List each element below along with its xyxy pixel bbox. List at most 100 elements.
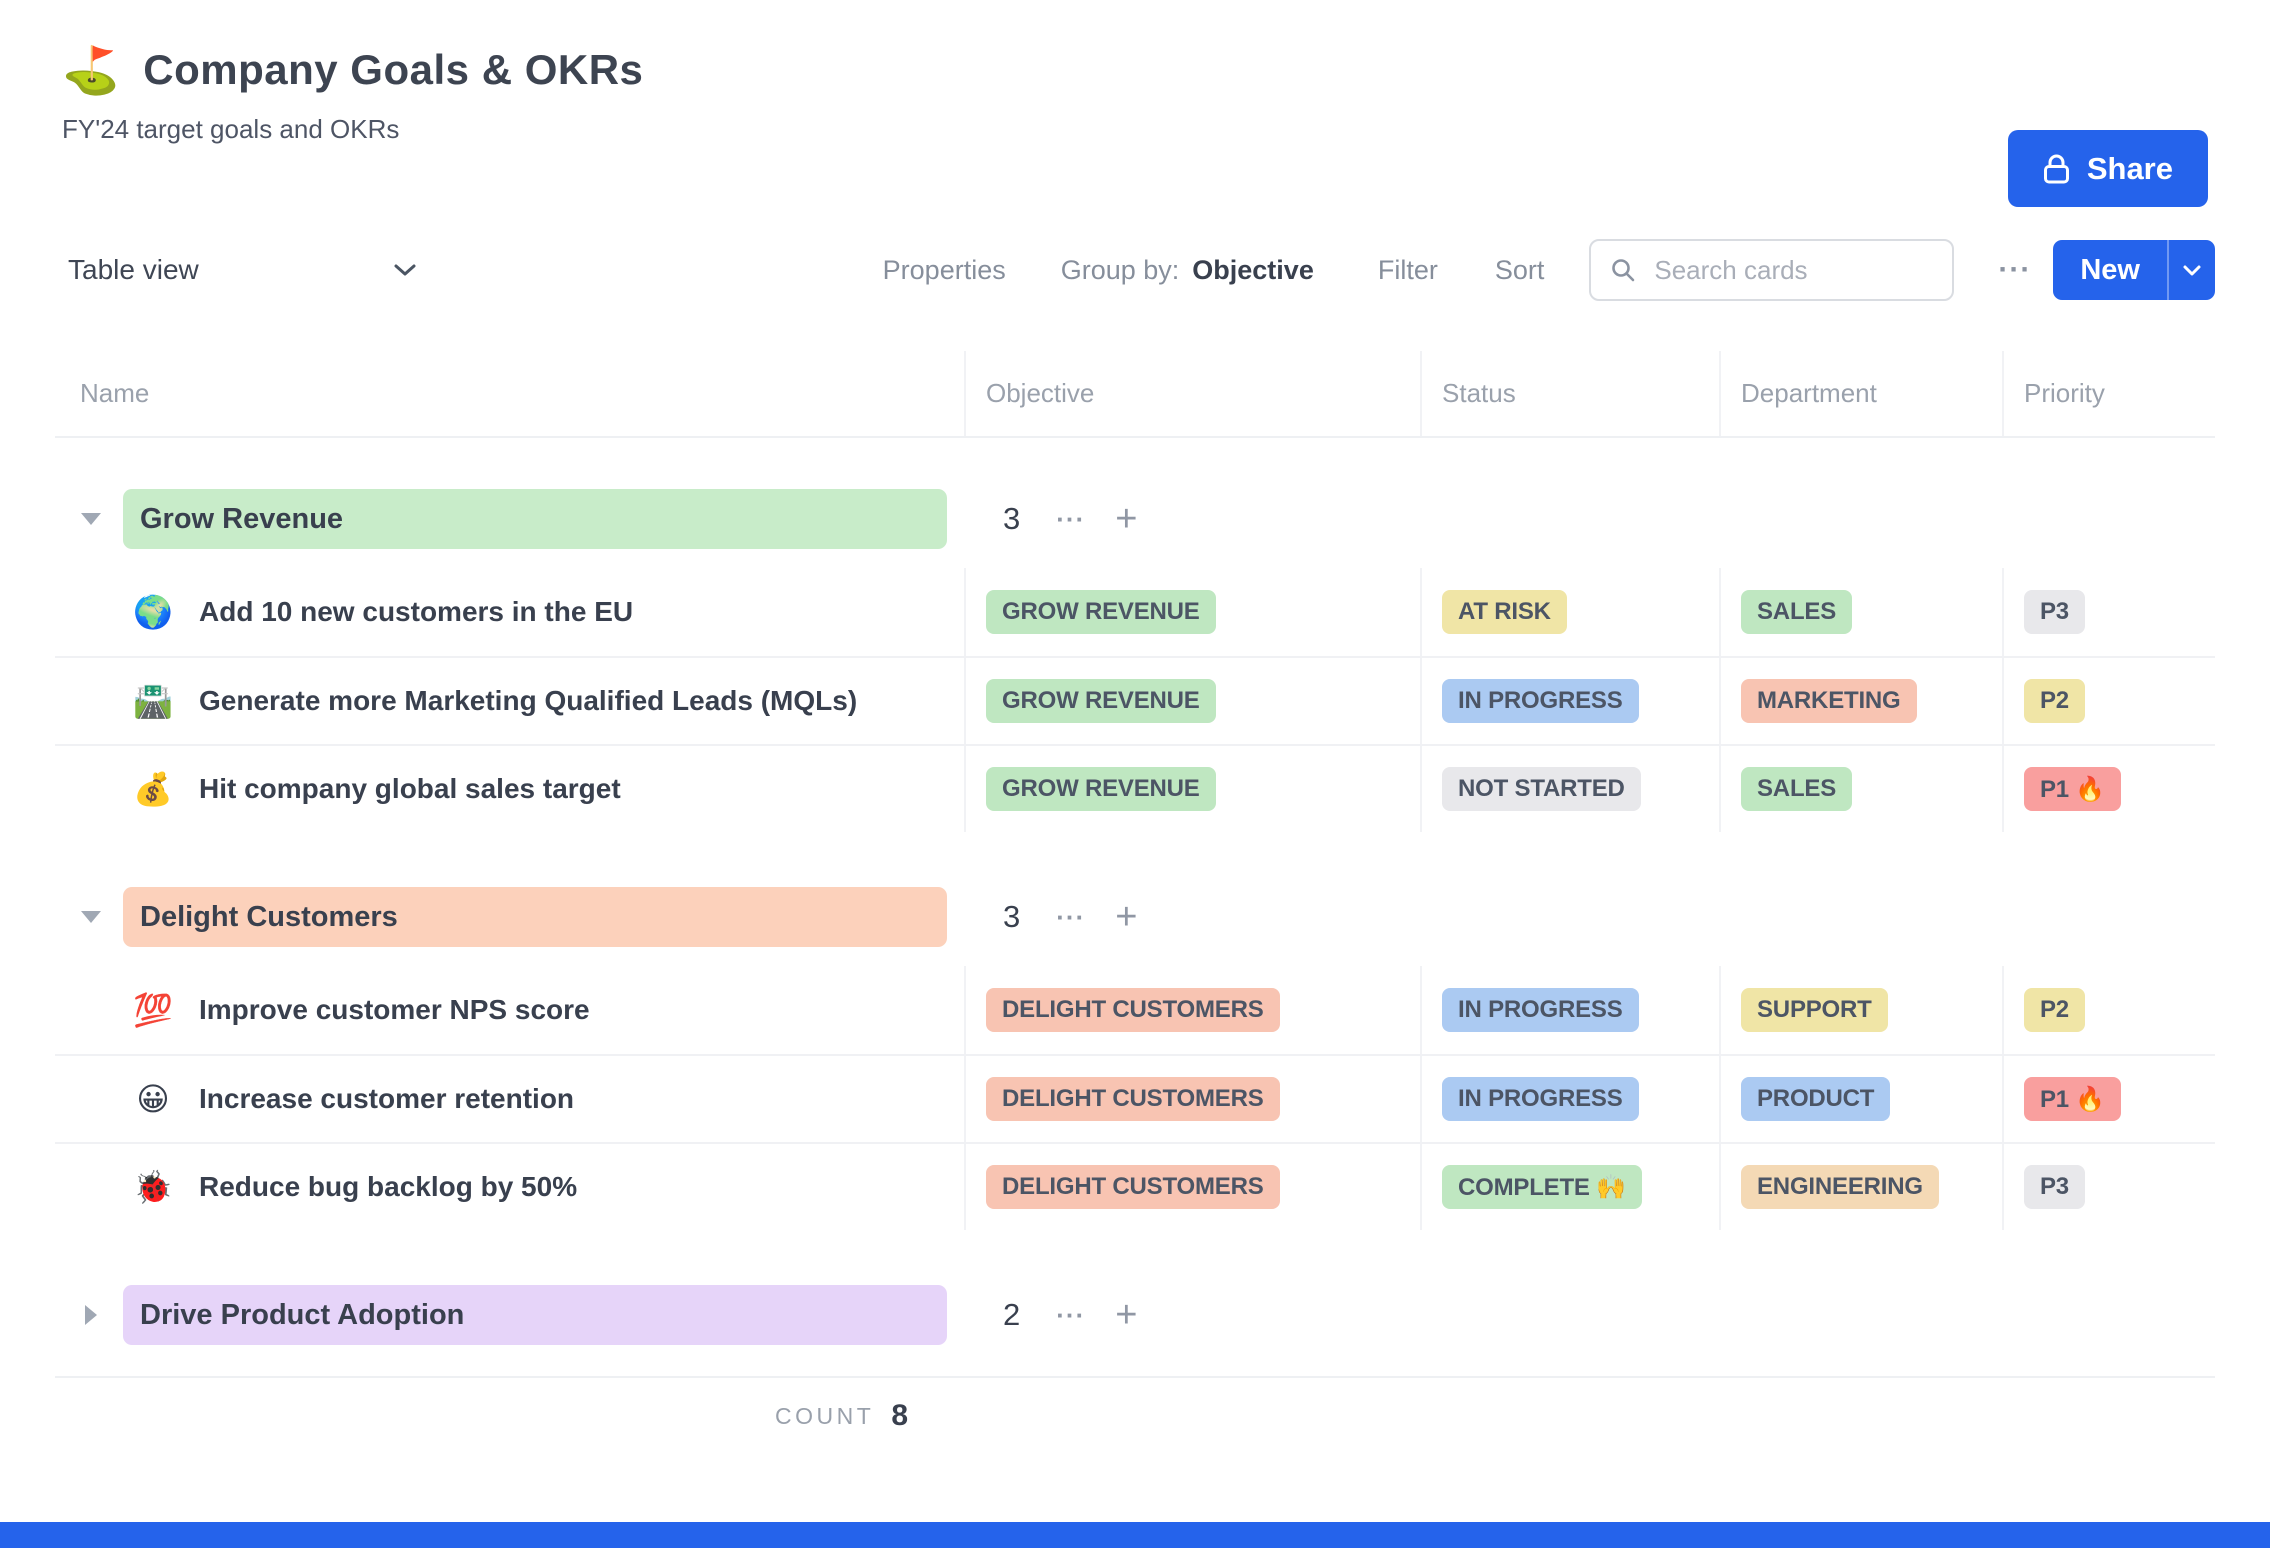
objective-cell: GROW REVENUE: [966, 568, 1422, 656]
table-row[interactable]: 🛣️ Generate more Marketing Qualified Lead…: [55, 656, 2215, 744]
group-count: 2: [1003, 1297, 1021, 1332]
card-emoji-icon: 💰: [133, 770, 173, 808]
new-button[interactable]: New: [2053, 240, 2215, 300]
count-value: 8: [891, 1399, 908, 1432]
group-section: Grow Revenue 3 ··· + 🌍 Add 10 new customers i…: [55, 470, 2215, 832]
objective-chip[interactable]: DELIGHT CUSTOMERS: [986, 988, 1280, 1032]
view-selector[interactable]: Table view: [55, 254, 417, 286]
status-cell: COMPLETE 🙌: [1422, 1144, 1721, 1230]
card-emoji-icon: 🐞: [133, 1168, 173, 1206]
priority-chip[interactable]: P2: [2024, 679, 2085, 723]
priority-chip[interactable]: P1 🔥: [2024, 767, 2122, 811]
department-cell: SALES: [1721, 568, 2004, 656]
properties-button[interactable]: Properties: [882, 254, 1006, 285]
priority-cell: P3: [2004, 1144, 2215, 1230]
objective-chip[interactable]: DELIGHT CUSTOMERS: [986, 1077, 1280, 1121]
column-header-department[interactable]: Department: [1721, 351, 2004, 436]
priority-chip[interactable]: P2: [2024, 988, 2085, 1032]
group-more-icon[interactable]: ···: [1056, 503, 1086, 534]
objective-cell: GROW REVENUE: [966, 746, 1422, 832]
department-chip[interactable]: SALES: [1741, 590, 1853, 634]
chevron-down-icon[interactable]: [2169, 264, 2215, 277]
group-more-icon[interactable]: ···: [1056, 1299, 1086, 1330]
status-chip[interactable]: AT RISK: [1442, 590, 1567, 634]
view-selector-label: Table view: [68, 254, 199, 285]
objective-chip[interactable]: GROW REVENUE: [986, 767, 1216, 811]
department-chip[interactable]: PRODUCT: [1741, 1077, 1891, 1121]
department-chip[interactable]: SALES: [1741, 767, 1853, 811]
card-emoji-icon: 😀: [136, 1080, 170, 1118]
group-label: Grow Revenue: [140, 502, 344, 535]
objective-cell: DELIGHT CUSTOMERS: [966, 1056, 1422, 1142]
status-chip[interactable]: IN PROGRESS: [1442, 988, 1639, 1032]
page-title: Company Goals & OKRs: [143, 46, 644, 93]
status-cell: IN PROGRESS: [1422, 1056, 1721, 1142]
group-by-control[interactable]: Group by: Objective: [1061, 255, 1314, 286]
button-divider: [2167, 240, 2169, 300]
objective-chip[interactable]: DELIGHT CUSTOMERS: [986, 1165, 1280, 1209]
table-row[interactable]: 🐞 Reduce bug backlog by 50% DELIGHT CUSTOM…: [55, 1142, 2215, 1230]
group-section: Drive Product Adoption 2 ··· +: [55, 1266, 2215, 1364]
status-cell: IN PROGRESS: [1422, 966, 1721, 1054]
group-header-row: Delight Customers 3 ··· +: [55, 868, 2215, 966]
table-row[interactable]: 😀 Increase customer retention DELIGHT CUST…: [55, 1054, 2215, 1142]
caret-right-icon: [85, 1305, 97, 1325]
group-label: Drive Product Adoption: [140, 1298, 465, 1331]
column-header-name[interactable]: Name: [55, 351, 966, 436]
name-cell: 🌍 Add 10 new customers in the EU: [55, 568, 966, 656]
collapse-group-button[interactable]: [80, 911, 102, 923]
expand-group-button[interactable]: [80, 1305, 102, 1325]
department-chip[interactable]: ENGINEERING: [1741, 1165, 1939, 1209]
more-options-icon[interactable]: ···: [1998, 253, 2032, 286]
objective-chip[interactable]: GROW REVENUE: [986, 679, 1216, 723]
priority-chip[interactable]: P3: [2024, 590, 2085, 634]
status-cell: IN PROGRESS: [1422, 658, 1721, 744]
search-input[interactable]: [1652, 253, 1934, 287]
table-row[interactable]: 🌍 Add 10 new customers in the EU GROW REVE…: [55, 568, 2215, 656]
status-cell: NOT STARTED: [1422, 746, 1721, 832]
sort-button[interactable]: Sort: [1494, 254, 1545, 285]
group-pill[interactable]: Delight Customers: [123, 887, 947, 947]
caret-down-icon: [81, 911, 101, 923]
name-cell: 🐞 Reduce bug backlog by 50%: [55, 1144, 966, 1230]
collapse-group-button[interactable]: [80, 513, 102, 525]
card-name: Hit company global sales target: [199, 773, 621, 804]
status-chip[interactable]: IN PROGRESS: [1442, 679, 1639, 723]
objective-cell: DELIGHT CUSTOMERS: [966, 966, 1422, 1054]
card-name: Reduce bug backlog by 50%: [199, 1171, 578, 1202]
group-pill[interactable]: Grow Revenue: [123, 489, 947, 549]
priority-chip[interactable]: P3: [2024, 1165, 2085, 1209]
department-chip[interactable]: SUPPORT: [1741, 988, 1888, 1032]
department-cell: ENGINEERING: [1721, 1144, 2004, 1230]
table-header: Name Objective Status Department Priorit…: [55, 351, 2215, 438]
department-cell: MARKETING: [1721, 658, 2004, 744]
department-cell: PRODUCT: [1721, 1056, 2004, 1142]
priority-chip[interactable]: P1 🔥: [2024, 1077, 2122, 1121]
priority-cell: P1 🔥: [2004, 1056, 2215, 1142]
status-cell: AT RISK: [1422, 568, 1721, 656]
column-header-priority[interactable]: Priority: [2024, 378, 2105, 408]
department-chip[interactable]: MARKETING: [1741, 679, 1917, 723]
search-box[interactable]: [1589, 239, 1955, 301]
column-header-objective[interactable]: Objective: [966, 351, 1422, 436]
group-section: Delight Customers 3 ··· + 💯 Improve customer …: [55, 868, 2215, 1230]
page-emoji-icon: ⛳: [62, 43, 120, 97]
department-cell: SALES: [1721, 746, 2004, 832]
table-row[interactable]: 💯 Improve customer NPS score DELIGHT CUSTO…: [55, 966, 2215, 1054]
status-chip[interactable]: COMPLETE 🙌: [1442, 1165, 1642, 1209]
share-button[interactable]: Share: [2007, 130, 2208, 207]
group-add-icon[interactable]: +: [1115, 497, 1138, 540]
priority-cell: P1 🔥: [2004, 746, 2215, 832]
group-more-icon[interactable]: ···: [1056, 901, 1086, 932]
table-row[interactable]: 💰 Hit company global sales target GROW REV…: [55, 744, 2215, 832]
column-header-status[interactable]: Status: [1422, 351, 1721, 436]
group-add-icon[interactable]: +: [1115, 895, 1138, 938]
objective-chip[interactable]: GROW REVENUE: [986, 590, 1216, 634]
group-add-icon[interactable]: +: [1115, 1293, 1138, 1336]
bottom-accent-bar: [0, 1522, 2270, 1548]
status-chip[interactable]: NOT STARTED: [1442, 767, 1641, 811]
status-chip[interactable]: IN PROGRESS: [1442, 1077, 1639, 1121]
group-pill[interactable]: Drive Product Adoption: [123, 1285, 947, 1345]
filter-button[interactable]: Filter: [1377, 254, 1438, 285]
share-label: Share: [2086, 150, 2173, 186]
